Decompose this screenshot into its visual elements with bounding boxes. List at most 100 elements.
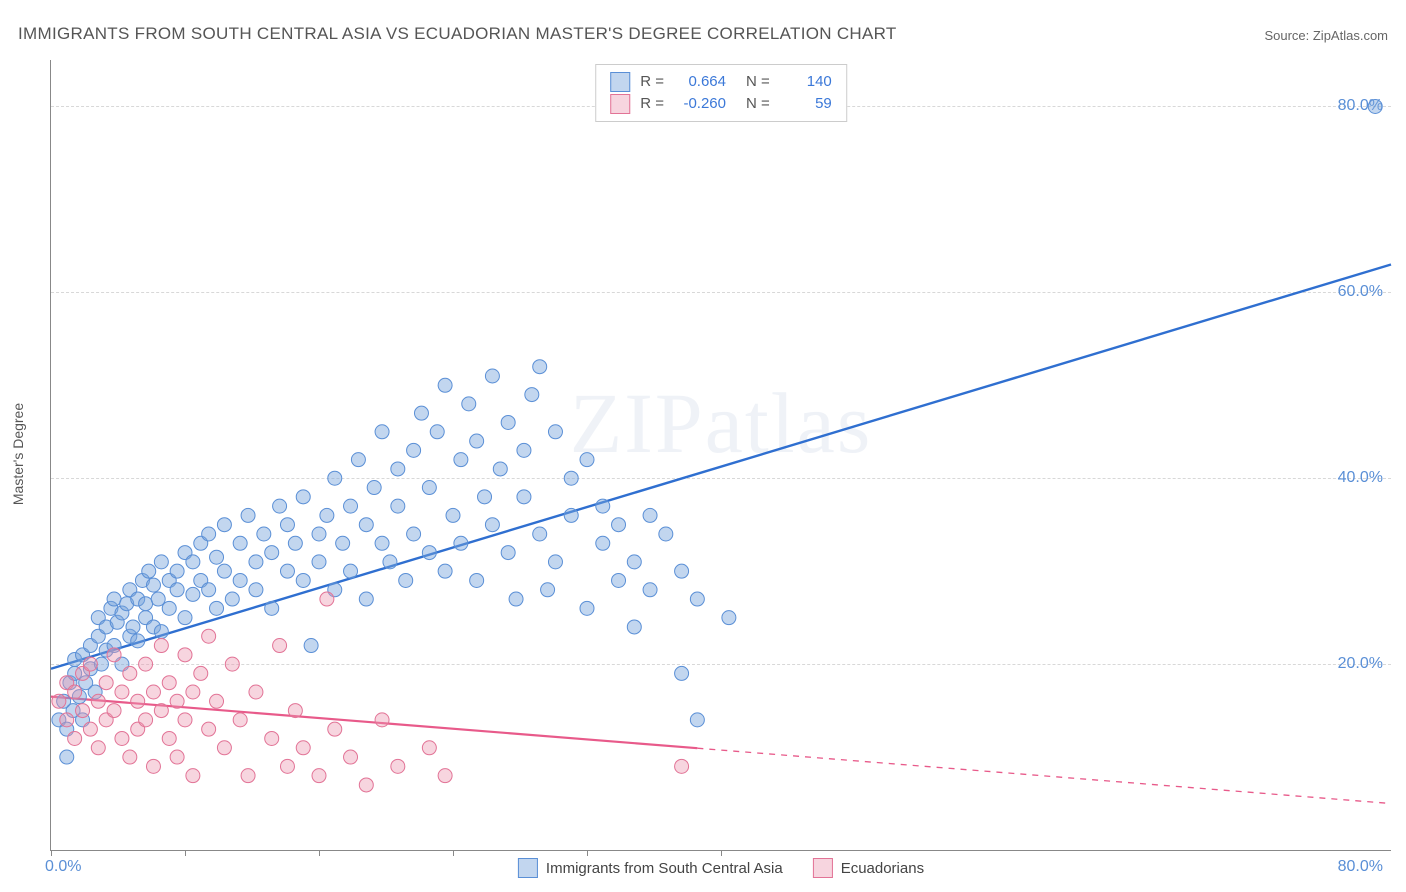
x-tick	[453, 850, 454, 856]
scatter-point	[690, 592, 704, 606]
scatter-point	[210, 550, 224, 564]
scatter-point	[265, 546, 279, 560]
scatter-point	[233, 573, 247, 587]
scatter-point	[280, 564, 294, 578]
scatter-point	[60, 750, 74, 764]
scatter-point	[151, 592, 165, 606]
stat-r-label: R =	[640, 71, 664, 93]
scatter-point	[351, 453, 365, 467]
scatter-point	[627, 620, 641, 634]
scatter-point	[485, 369, 499, 383]
scatter-point	[533, 527, 547, 541]
x-tick	[587, 850, 588, 856]
scatter-point	[580, 601, 594, 615]
chart-title: IMMIGRANTS FROM SOUTH CENTRAL ASIA VS EC…	[18, 24, 897, 44]
scatter-point	[501, 546, 515, 560]
source-attribution: Source: ZipAtlas.com	[1264, 28, 1388, 43]
scatter-point	[548, 555, 562, 569]
scatter-point	[146, 578, 160, 592]
scatter-point	[541, 583, 555, 597]
scatter-point	[217, 564, 231, 578]
scatter-point	[249, 685, 263, 699]
scatter-point	[202, 527, 216, 541]
scatter-point	[391, 499, 405, 513]
scatter-point	[328, 471, 342, 485]
scatter-point	[454, 453, 468, 467]
scatter-point	[375, 425, 389, 439]
scatter-point	[123, 750, 137, 764]
scatter-point	[525, 388, 539, 402]
scatter-point	[344, 750, 358, 764]
scatter-point	[123, 666, 137, 680]
scatter-point	[162, 731, 176, 745]
scatter-point	[296, 741, 310, 755]
legend-swatch	[610, 72, 630, 92]
scatter-point	[391, 759, 405, 773]
scatter-point	[304, 639, 318, 653]
scatter-point	[288, 536, 302, 550]
scatter-point	[336, 536, 350, 550]
scatter-point	[722, 611, 736, 625]
scatter-point	[280, 759, 294, 773]
stat-n-label: N =	[746, 71, 770, 93]
scatter-point	[659, 527, 673, 541]
scatter-point	[115, 731, 129, 745]
scatter-point	[430, 425, 444, 439]
x-tick	[185, 850, 186, 856]
scatter-point	[454, 536, 468, 550]
scatter-point	[344, 499, 358, 513]
scatter-point	[501, 415, 515, 429]
scatter-point	[194, 666, 208, 680]
scatter-point	[210, 601, 224, 615]
scatter-point	[202, 583, 216, 597]
scatter-point	[241, 769, 255, 783]
scatter-point	[225, 592, 239, 606]
scatter-point	[68, 685, 82, 699]
x-axis-origin-label: 0.0%	[45, 858, 81, 876]
scatter-point	[249, 555, 263, 569]
scatter-point	[288, 704, 302, 718]
legend-series: Immigrants from South Central AsiaEcuado…	[518, 858, 924, 878]
scatter-point	[170, 564, 184, 578]
scatter-point	[68, 731, 82, 745]
scatter-point	[675, 759, 689, 773]
x-tick	[51, 850, 52, 856]
scatter-point	[280, 518, 294, 532]
scatter-point	[312, 527, 326, 541]
scatter-point	[139, 657, 153, 671]
scatter-point	[359, 778, 373, 792]
scatter-point	[265, 731, 279, 745]
scatter-point	[564, 508, 578, 522]
scatter-point	[107, 704, 121, 718]
scatter-point	[154, 555, 168, 569]
x-axis-max-label: 80.0%	[1338, 858, 1383, 876]
scatter-point	[375, 713, 389, 727]
scatter-point	[142, 564, 156, 578]
scatter-point	[186, 587, 200, 601]
scatter-point	[407, 527, 421, 541]
stat-n-label: N =	[746, 93, 770, 115]
chart-container: IMMIGRANTS FROM SOUTH CENTRAL ASIA VS EC…	[0, 0, 1406, 892]
scatter-point	[162, 676, 176, 690]
scatter-points	[51, 60, 1391, 850]
scatter-point	[296, 490, 310, 504]
scatter-point	[517, 490, 531, 504]
scatter-point	[478, 490, 492, 504]
y-axis-label: Master's Degree	[10, 403, 26, 505]
scatter-point	[91, 741, 105, 755]
scatter-point	[675, 666, 689, 680]
scatter-point	[233, 536, 247, 550]
scatter-point	[438, 378, 452, 392]
scatter-point	[178, 648, 192, 662]
scatter-point	[139, 713, 153, 727]
scatter-point	[186, 555, 200, 569]
scatter-point	[643, 508, 657, 522]
legend-swatch	[518, 858, 538, 878]
scatter-point	[233, 713, 247, 727]
stat-r-label: R =	[640, 93, 664, 115]
scatter-point	[217, 518, 231, 532]
scatter-point	[225, 657, 239, 671]
stat-n-value: 140	[780, 71, 832, 93]
scatter-point	[399, 573, 413, 587]
scatter-point	[146, 759, 160, 773]
